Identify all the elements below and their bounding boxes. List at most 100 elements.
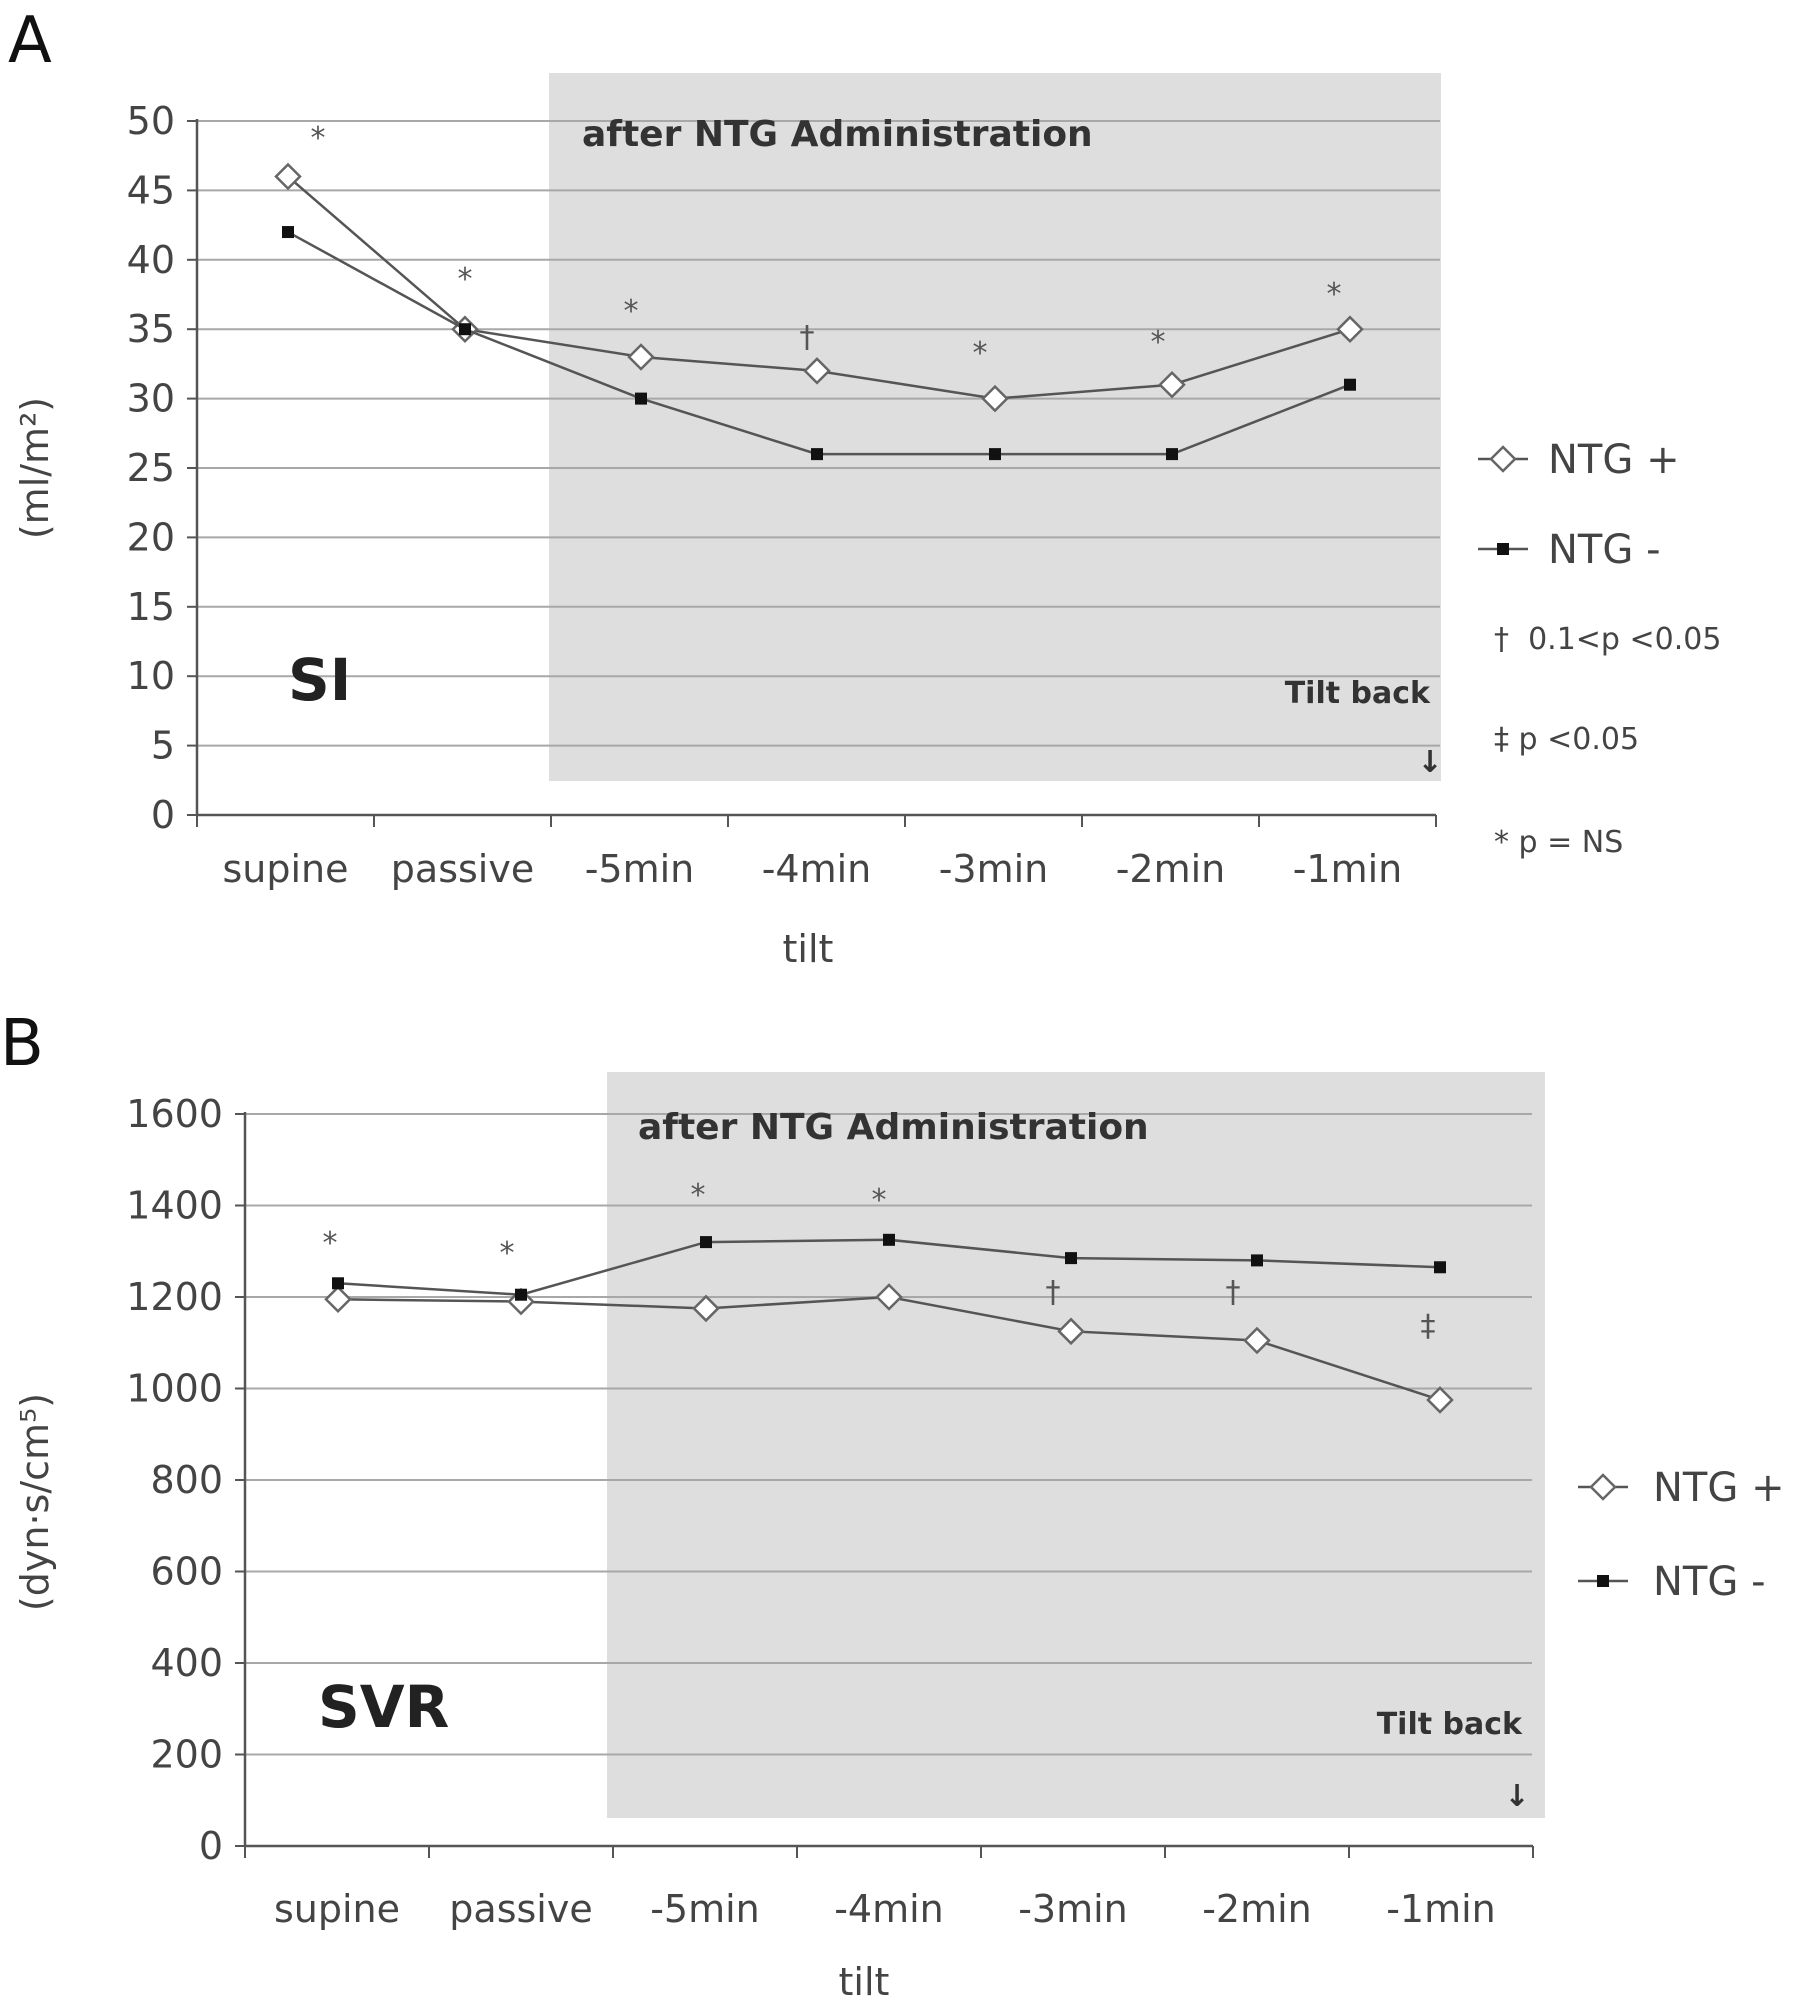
shaded-region-label: after NTG Administration <box>582 114 1093 155</box>
y-tick-label: 1400 <box>126 1184 223 1228</box>
data-point-square <box>1251 1254 1263 1267</box>
data-point-diamond <box>1243 1326 1271 1355</box>
significance-mark: † <box>800 320 815 355</box>
data-point-square <box>635 392 647 405</box>
y-tick-labels: 0 200 400 600 800 1000 1200 1400 1600 <box>126 1092 223 1868</box>
chart-label-si: SI <box>288 646 351 714</box>
legend-marker-diamond <box>1589 1473 1617 1501</box>
y-tick-label: 600 <box>150 1550 223 1594</box>
x-axis-label: tilt <box>839 1960 890 2004</box>
data-point-diamond <box>274 162 302 191</box>
tilt-back-label: Tilt back <box>1285 676 1431 711</box>
data-point-square <box>332 1277 344 1290</box>
legend-marker-square <box>1497 543 1509 555</box>
notes: † 0.1<p <0.05 ‡ p <0.05 * p = NS <box>1494 622 1721 860</box>
x-tick-label: -2min <box>1202 1887 1312 1931</box>
significance-mark: ‡ <box>1421 1309 1436 1344</box>
shaded-region <box>607 1072 1545 1818</box>
y-tick-label: 25 <box>127 446 175 490</box>
data-point-diamond <box>875 1283 903 1311</box>
x-tick-label: -5min <box>650 1887 760 1931</box>
series-layer <box>324 1233 1454 1414</box>
panel-b-letter: B <box>0 1007 44 1081</box>
data-point-diamond <box>1426 1386 1454 1414</box>
gridlines <box>235 1113 1532 1847</box>
significance-mark: * <box>1151 325 1166 360</box>
legend-marker-square <box>1597 1575 1609 1587</box>
data-point-square <box>459 323 471 336</box>
significance-mark: † <box>1226 1275 1241 1310</box>
tilt-back-label: Tilt back <box>1377 1707 1523 1742</box>
shaded-region <box>549 73 1441 781</box>
note-text: ‡ p <0.05 <box>1494 722 1639 757</box>
y-tick-label: 45 <box>127 168 175 212</box>
tilt-back-arrow: ↓ <box>1417 745 1442 780</box>
axes <box>243 1112 1534 1858</box>
x-tick-label: passive <box>449 1887 592 1931</box>
note-text: * p = NS <box>1494 825 1623 860</box>
y-tick-label: 1200 <box>126 1275 223 1319</box>
significance-marks: * * * † * * * <box>311 121 1342 371</box>
x-tick-label: -3min <box>939 847 1049 891</box>
legend: NTG + NTG - <box>1578 1465 1785 1605</box>
data-point-square <box>1065 1252 1077 1265</box>
chart-label-svr: SVR <box>318 1673 449 1741</box>
significance-mark: * <box>1327 277 1342 312</box>
y-tick-labels: 0 5 10 15 20 25 30 35 40 45 50 <box>127 99 175 837</box>
data-point-diamond <box>803 357 831 385</box>
x-tick-label: -4min <box>834 1887 944 1931</box>
significance-mark: * <box>458 262 473 297</box>
x-tick-label: supine <box>274 1887 400 1931</box>
panel-a: A 0 5 10 15 20 25 30 35 40 45 50 supine passive -5mi… <box>8 4 1721 971</box>
x-tick-labels: supine passive -5min -4min -3min -2min -1min <box>222 847 1402 891</box>
y-tick-label: 5 <box>151 724 175 768</box>
data-point-square <box>883 1233 895 1246</box>
x-tick-label: supine <box>222 847 348 891</box>
significance-mark: * <box>500 1236 515 1271</box>
data-point-square <box>1434 1261 1446 1274</box>
y-tick-label: 0 <box>151 793 175 837</box>
y-tick-label: 400 <box>150 1641 223 1685</box>
x-axis-label: tilt <box>783 927 834 971</box>
data-point-square <box>989 448 1001 461</box>
data-point-square <box>700 1236 712 1249</box>
series-layer <box>274 162 1364 461</box>
x-tick-label: -1min <box>1293 847 1403 891</box>
data-point-diamond <box>324 1285 352 1314</box>
y-tick-label: 20 <box>127 515 175 559</box>
y-tick-label: 40 <box>127 238 175 282</box>
axes <box>195 119 1437 827</box>
y-axis-label: (dyn·s/cm⁵) <box>13 1393 57 1611</box>
data-point-diamond <box>627 343 655 371</box>
y-tick-label: 1600 <box>126 1092 223 1136</box>
data-point-diamond <box>1158 370 1186 399</box>
y-axis-label: (ml/m²) <box>13 397 57 539</box>
y-tick-label: 0 <box>199 1824 223 1868</box>
data-point-diamond <box>1336 315 1364 343</box>
legend-label: NTG + <box>1548 437 1680 483</box>
shaded-region-label: after NTG Administration <box>638 1107 1149 1148</box>
significance-mark: * <box>311 121 326 156</box>
y-tick-label: 30 <box>127 377 175 421</box>
legend-label: NTG - <box>1548 527 1661 573</box>
significance-mark: * <box>323 1226 338 1261</box>
data-point-square <box>1344 378 1356 391</box>
y-tick-label: 35 <box>127 307 175 351</box>
significance-mark: * <box>872 1183 887 1218</box>
data-point-square <box>282 226 294 239</box>
note-text: † 0.1<p <0.05 <box>1494 622 1721 657</box>
significance-marks: * * * * † † ‡ <box>323 1178 1436 1344</box>
legend-label: NTG - <box>1653 1559 1766 1605</box>
y-tick-label: 10 <box>127 654 175 698</box>
significance-mark: † <box>1046 1275 1061 1310</box>
data-point-diamond <box>692 1294 720 1323</box>
x-tick-label: -5min <box>585 847 695 891</box>
panel-a-letter: A <box>8 4 52 78</box>
legend-marker-diamond <box>1489 445 1517 473</box>
y-tick-label: 1000 <box>126 1367 223 1411</box>
x-tick-label: -3min <box>1018 1887 1128 1931</box>
significance-mark: * <box>973 336 988 371</box>
data-point-diamond <box>1057 1317 1085 1346</box>
y-tick-label: 15 <box>127 585 175 629</box>
y-tick-label: 200 <box>150 1733 223 1777</box>
